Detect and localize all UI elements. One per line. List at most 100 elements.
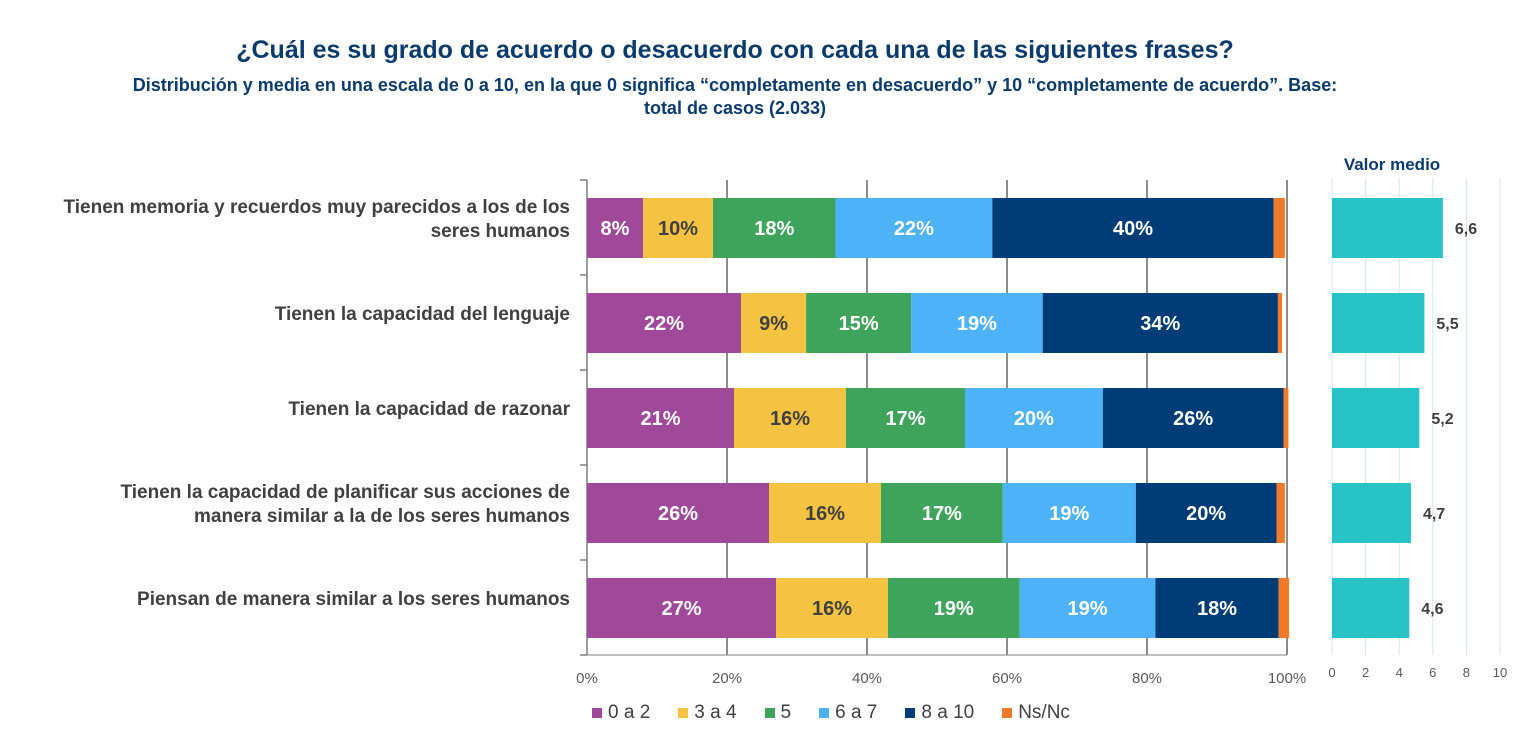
mean-bar [1332,293,1425,353]
bar-segment [741,293,807,353]
legend-swatch [592,708,602,718]
legend-item: 0 a 2 [592,702,650,724]
bar-segment [1276,483,1285,543]
bar-segment [992,198,1274,258]
mean-x-tick-label: 6 [1429,665,1436,680]
data-label: 27% [661,598,701,620]
category-label: Tienen memoria y recuerdos muy parecidos… [0,196,570,244]
bar-segment [1102,388,1284,448]
mean-value-label: 4,6 [1421,601,1443,618]
bar-segment [587,483,769,543]
x-tick-label: 80% [1132,670,1162,687]
mean-x-tick-label: 8 [1463,665,1470,680]
bar-segment [881,483,1003,543]
bar-segment [1042,293,1278,353]
category-label-line: Tienen la capacidad de razonar [288,399,570,420]
mean-bar [1332,198,1443,258]
data-label: 26% [1173,408,1213,430]
legend-swatch [764,708,775,718]
mean-chart-title: Valor medio [1343,155,1441,174]
legend-label: 8 a 10 [921,702,975,723]
legend-swatch [905,708,916,718]
mean-bar [1332,578,1410,638]
bar-segment [1283,388,1289,448]
bar-segment [965,388,1103,448]
category-label-line: seres humanos [430,221,570,242]
data-label: 19% [957,313,997,335]
legend-label: 0 a 2 [608,702,651,723]
legend-item: 8 a 10 [905,702,974,724]
chart-title: ¿Cuál es su grado de acuerdo o desacuerd… [236,36,1234,64]
legend-label: 5 [780,702,792,723]
bar-segment [734,388,846,448]
category-label: Tienen la capacidad de planificar sus ac… [0,481,571,529]
bar-segment [587,388,734,448]
category-label-line: Piensan de manera similar a los seres hu… [137,589,570,610]
bar-segment [776,578,888,638]
chart-subtitle: Distribución y media en una escala de 0 … [0,74,1470,120]
x-tick-label: 40% [852,670,882,687]
mean-bar [1332,483,1411,543]
mean-x-tick-label: 0 [1328,665,1335,680]
legend-item: Ns/Nc [1002,702,1070,724]
data-label: 20% [1014,408,1054,430]
category-label: Piensan de manera similar a los seres hu… [0,588,570,612]
data-label: 34% [1140,313,1180,335]
legend-item: 6 a 7 [819,702,877,724]
data-label: 15% [839,313,879,335]
data-label: 20% [1186,503,1226,525]
legend-label: Ns/Nc [1018,702,1070,723]
data-label: 21% [640,408,680,430]
legend-swatch [1002,708,1013,718]
data-label: 10% [658,218,698,240]
bar-segment [806,293,912,353]
bar-segment [1019,578,1156,638]
mean-x-tick-label: 10 [1493,665,1507,680]
category-label-line: Tienen la capacidad del lenguaje [274,304,570,325]
bar-segment [713,198,836,258]
bar-segment [888,578,1020,638]
bar-segment [587,578,776,638]
data-label: 26% [658,503,698,525]
category-label: Tienen la capacidad del lenguaje [0,303,570,327]
data-label: 22% [894,218,934,240]
data-label: 19% [934,598,974,620]
bar-segment [846,388,965,448]
data-label: 18% [754,218,794,240]
legend-swatch [678,708,689,718]
x-tick-label: 20% [712,670,742,687]
mean-x-tick-label: 4 [1396,665,1403,680]
bar-segment [911,293,1043,353]
mean-value-label: 5,2 [1431,411,1453,428]
chart-legend: 0 a 2 3 a 4 5 6 a 7 8 a 10 Ns/Nc [592,702,1098,724]
mean-value-label: 4,7 [1423,506,1445,523]
data-label: 18% [1197,598,1237,620]
data-label: 22% [644,313,684,335]
legend-swatch [819,708,830,718]
subtitle-line-2: total de casos (2.033) [643,98,827,118]
bar-segment [1002,483,1136,543]
data-label: 40% [1113,218,1153,240]
bar-segment [1273,198,1285,258]
category-label-line: Tienen memoria y recuerdos muy parecidos… [63,197,570,218]
category-label-line: Tienen la capacidad de planificar sus ac… [120,482,571,503]
mean-value-label: 6,6 [1455,221,1477,238]
x-tick-label: 0% [576,670,598,687]
data-label: 16% [770,408,810,430]
category-label: Tienen la capacidad de razonar [0,398,570,422]
data-label: 8% [601,218,630,240]
bar-segment [587,293,741,353]
bar-segment [1278,578,1290,638]
legend-label: 6 a 7 [835,702,878,723]
bar-segment [1155,578,1279,638]
x-tick-label: 100% [1268,670,1306,687]
data-label: 19% [1067,598,1107,620]
mean-value-label: 5,5 [1436,316,1458,333]
bar-segment [1135,483,1277,543]
legend-item: 5 [764,702,792,724]
data-label: 9% [759,313,788,335]
data-label: 16% [812,598,852,620]
data-label: 17% [922,503,962,525]
bar-segment [587,198,643,258]
